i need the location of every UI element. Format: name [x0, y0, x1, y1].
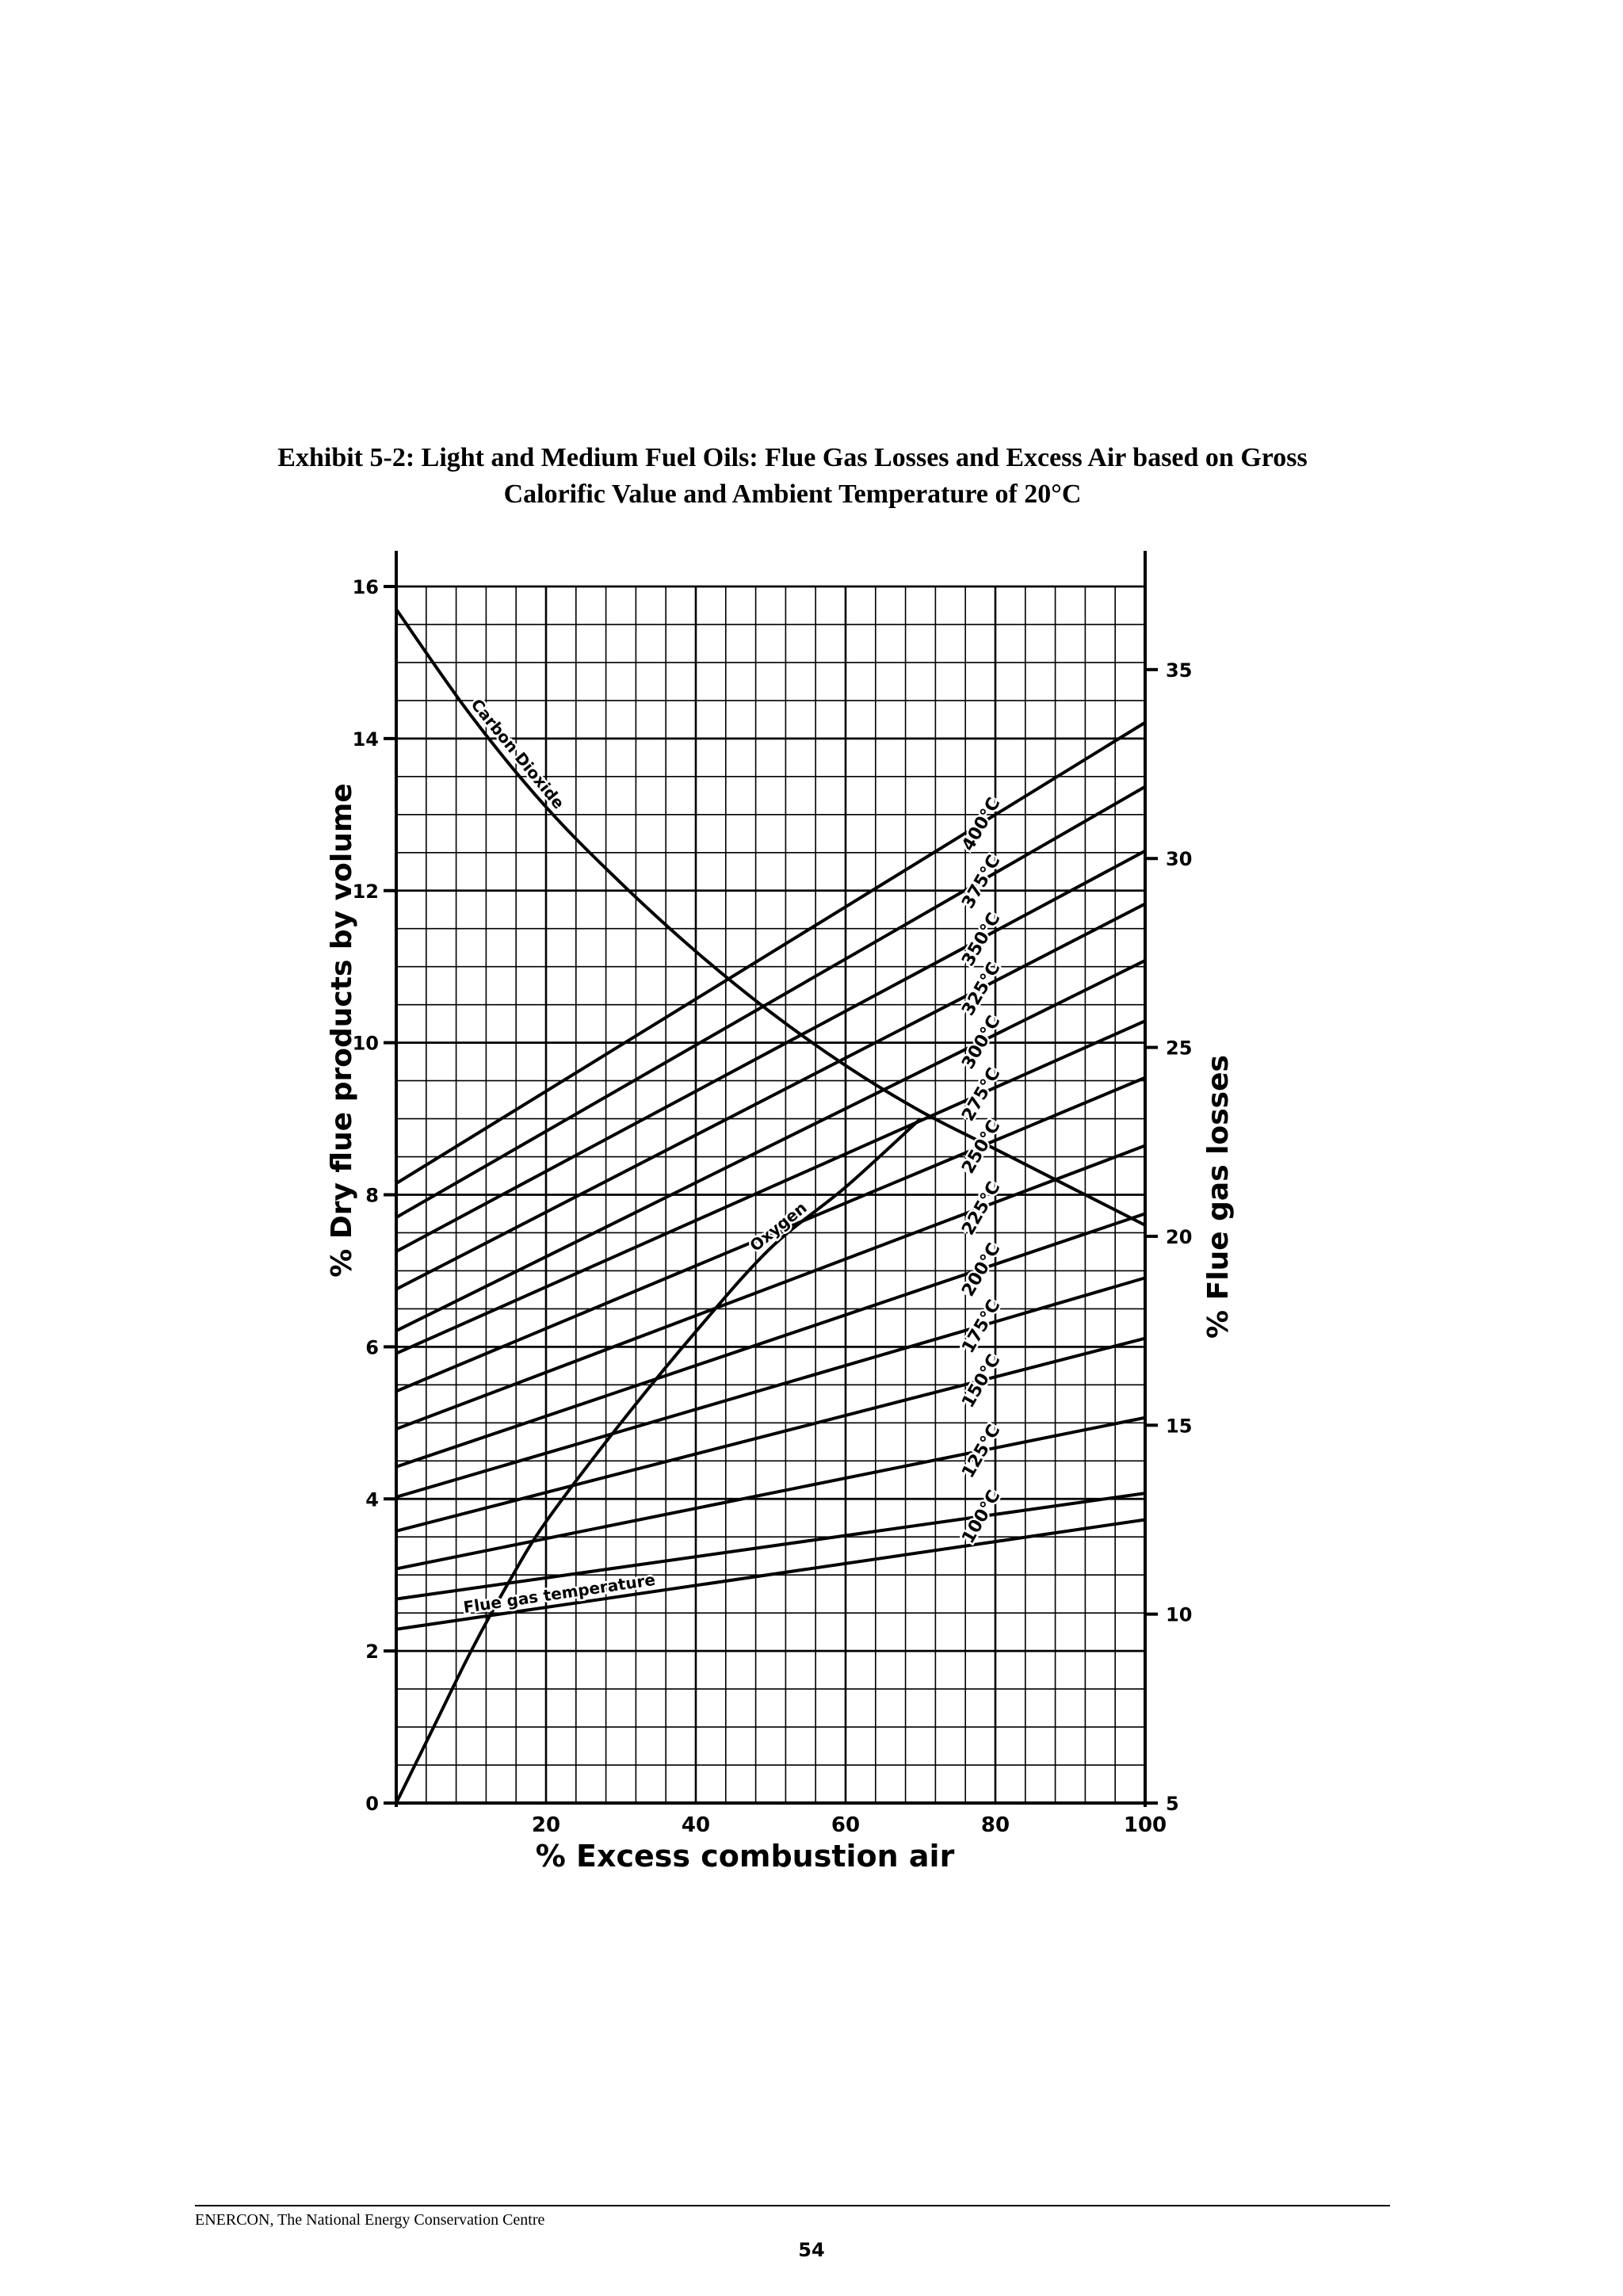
y-right-tick-label: 15: [1166, 1415, 1192, 1437]
series-label-carbon-dioxide: Carbon Dioxide: [467, 695, 568, 812]
x-tick-label: 60: [831, 1813, 860, 1837]
title-line-2: Calorific Value and Ambient Temperature …: [503, 479, 1082, 509]
x-axis-label: % Excess combustion air: [536, 1839, 955, 1874]
y-left-tick-label: 4: [365, 1488, 379, 1511]
series-line-250-c: [395, 1075, 1146, 1393]
series-line-carbon-dioxide: [395, 608, 1146, 1227]
chart-title: Exhibit 5-2: Light and Medium Fuel Oils:…: [143, 440, 1442, 513]
x-tick-label: 100: [1124, 1813, 1167, 1837]
y-left-tick-label: 0: [365, 1793, 379, 1815]
y-right-tick-label: 30: [1166, 848, 1192, 870]
y-left-tick-label: 16: [353, 576, 379, 598]
y-left-tick-label: 14: [353, 728, 379, 751]
series-line-150-c: [395, 1336, 1146, 1533]
y-right-tick-label: 20: [1166, 1226, 1192, 1248]
y-right-tick-label: 35: [1166, 659, 1192, 682]
y-right-tick-label: 5: [1166, 1793, 1179, 1815]
series-line-oxygen: [395, 1117, 922, 1804]
series-line-400-c: [395, 720, 1147, 1185]
x-tick-label: 20: [532, 1813, 560, 1837]
y-right-tick-label: 25: [1166, 1037, 1192, 1060]
footer-text: ENERCON, The National Energy Conservatio…: [195, 2211, 545, 2229]
series-line-flue-gas-temperature: [395, 1518, 1146, 1631]
x-tick-label: 80: [981, 1813, 1010, 1837]
series-line-175-c: [395, 1276, 1146, 1499]
series-line-325-c: [395, 902, 1146, 1291]
y-axis-left-label: % Dry flue products by volume: [326, 783, 358, 1278]
series-line-300-c: [395, 959, 1146, 1332]
y-left-tick-label: 8: [365, 1185, 379, 1207]
series-lines: [395, 608, 1147, 1804]
series-line-225-c: [395, 1144, 1146, 1431]
page-number: 54: [798, 2239, 825, 2261]
y-left-tick-label: 6: [365, 1336, 379, 1358]
series-line-350-c: [395, 849, 1146, 1253]
series-line-125-c: [395, 1415, 1146, 1571]
series-line-100-c: [395, 1492, 1146, 1601]
tick-labels: 20 40 60 80 100 0 2 4 6 8 10 12 14 16 5 10 15 20 25 30 35: [353, 576, 1193, 1837]
y-axis-right-label: % Flue gas losses: [1202, 1055, 1235, 1339]
x-tick-label: 40: [682, 1813, 710, 1837]
footer-rule: [195, 2205, 1390, 2206]
grid: [395, 585, 1147, 1805]
series-line-375-c: [395, 785, 1146, 1219]
y-left-tick-label: 10: [353, 1033, 379, 1055]
series-line-200-c: [395, 1212, 1146, 1469]
y-right-tick-label: 10: [1166, 1604, 1192, 1626]
series-line-275-c: [395, 1019, 1146, 1355]
title-line-1: Exhibit 5-2: Light and Medium Fuel Oils:…: [277, 443, 1308, 472]
y-left-tick-label: 12: [353, 881, 379, 903]
y-left-tick-label: 2: [365, 1641, 379, 1663]
